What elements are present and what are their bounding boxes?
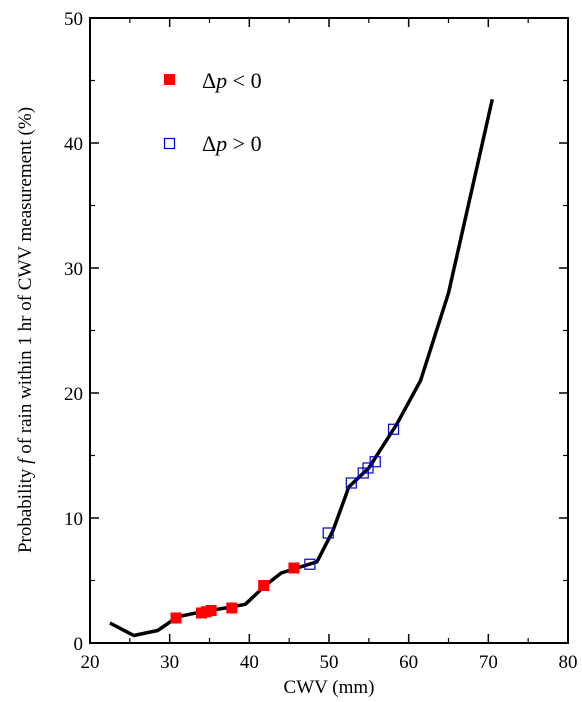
legend-label-negative-rel: < 0 (227, 68, 261, 93)
x-tick-label: 30 (160, 652, 179, 673)
x-tick-label: 80 (559, 652, 578, 673)
x-tick-label: 60 (399, 652, 418, 673)
legend-label-negative-delta: Δ (202, 68, 216, 93)
plot-area (109, 98, 495, 638)
data-point-negative (205, 605, 217, 616)
y-tick-label: 50 (64, 9, 83, 30)
data-point-positive (387, 423, 400, 435)
data-point-negative (258, 580, 270, 591)
y-tick-label: 40 (64, 134, 83, 155)
x-tick-label: 70 (479, 652, 498, 673)
data-point-positive (345, 477, 357, 489)
data-point-negative (288, 562, 300, 574)
y-axis-title-part-2: of rain within 1 hr of CWV measurement (… (15, 107, 36, 459)
y-axis-title-variable: f (15, 456, 36, 464)
x-tick-label: 50 (320, 652, 339, 673)
legend-label-positive: Δp > 0 (202, 131, 262, 156)
data-point-negative (226, 602, 238, 614)
data-point-positive (322, 527, 334, 539)
legend-marker-negative (164, 74, 175, 85)
y-tick-label: 20 (64, 384, 83, 405)
legend-label-negative: Δp < 0 (202, 68, 262, 93)
y-axis-title: Probability f of rain within 1 hr of CWV… (15, 107, 36, 553)
legend-label-positive-var: p (214, 131, 227, 156)
x-tick-label: 40 (240, 652, 259, 673)
data-point-positive (362, 462, 374, 474)
legend-label-positive-delta: Δ (202, 131, 216, 156)
data-point-negative (170, 612, 182, 624)
y-tick-label: 10 (64, 509, 83, 530)
y-axis-title-part-1: Probability (15, 464, 36, 553)
y-tick-labels: 0 10 20 30 40 50 (64, 9, 83, 655)
x-tick-labels: 20 30 40 50 60 70 80 (81, 652, 578, 673)
legend-label-negative-var: p (214, 68, 227, 93)
legend-marker-positive (163, 137, 176, 150)
legend: Δp < 0 Δp > 0 (163, 68, 262, 156)
data-point-positive (369, 456, 381, 468)
plot-frame (89, 17, 569, 644)
x-axis-title: CWV (mm) (284, 677, 375, 698)
series-line (109, 98, 495, 638)
legend-label-positive-rel: > 0 (227, 131, 261, 156)
y-tick-label: 0 (74, 634, 84, 655)
x-tick-label: 20 (81, 652, 100, 673)
data-point-positive (304, 558, 316, 570)
y-tick-label: 30 (64, 259, 83, 280)
axis-ticks (89, 17, 569, 644)
